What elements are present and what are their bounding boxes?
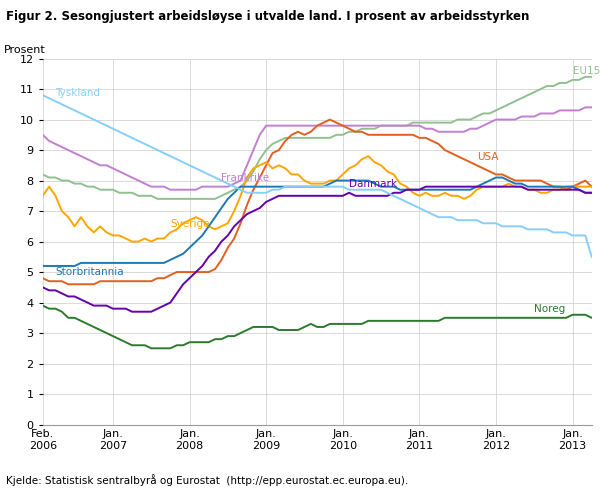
Text: USA: USA	[477, 152, 498, 162]
Text: Tyskland: Tyskland	[56, 88, 101, 98]
Text: Sverige: Sverige	[170, 219, 210, 229]
Text: Noreg: Noreg	[534, 304, 565, 314]
Text: Kjelde: Statistisk sentralbyrå og Eurostat  (http://epp.eurostat.ec.europa.eu).: Kjelde: Statistisk sentralbyrå og Eurost…	[6, 474, 408, 486]
Text: EU15: EU15	[573, 66, 600, 76]
Text: Danmark: Danmark	[349, 179, 397, 189]
Text: Prosent: Prosent	[4, 45, 46, 55]
Text: Figur 2. Sesongjustert arbeidsløyse i utvalde land. I prosent av arbeidsstyrken: Figur 2. Sesongjustert arbeidsløyse i ut…	[6, 10, 529, 23]
Text: Storbritannia: Storbritannia	[56, 266, 124, 277]
Text: Frankrike: Frankrike	[221, 173, 270, 183]
